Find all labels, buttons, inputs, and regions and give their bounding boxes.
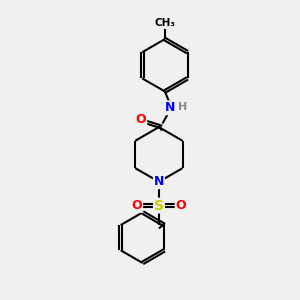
Text: O: O xyxy=(176,199,186,212)
Text: O: O xyxy=(136,113,146,127)
Text: O: O xyxy=(132,199,142,212)
Text: S: S xyxy=(154,199,164,213)
Text: N: N xyxy=(165,101,175,114)
Text: H: H xyxy=(178,102,187,112)
Text: CH₃: CH₃ xyxy=(155,18,176,28)
Text: N: N xyxy=(154,175,164,188)
